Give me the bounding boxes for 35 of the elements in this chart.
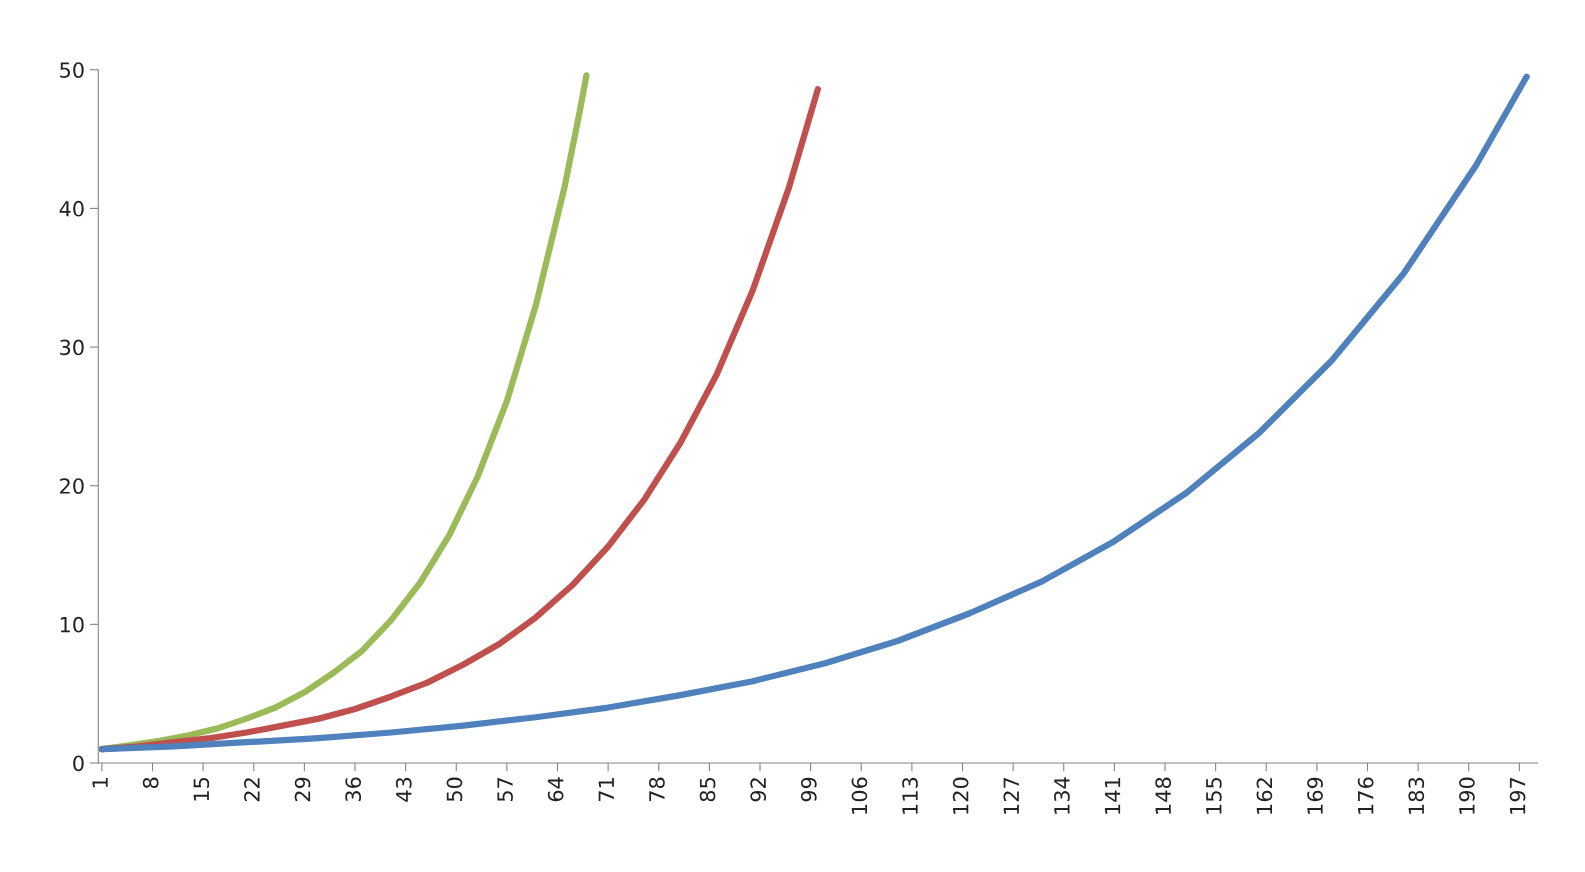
x-tick-label: 141 <box>1104 778 1121 814</box>
x-tick-label: 57 <box>497 777 513 802</box>
x-tick-label: 50 <box>446 777 463 802</box>
x-tick-label: 1 <box>92 778 108 788</box>
x-tick-label: 8 <box>142 777 159 789</box>
x-tick-label: 71 <box>598 778 614 801</box>
y-tick-label: 50 <box>60 62 84 78</box>
x-tick-label: 190 <box>1459 777 1475 814</box>
y-tick-label: 40 <box>59 200 84 217</box>
x-tick-label: 162 <box>1256 778 1273 814</box>
x-tick-label: 169 <box>1307 777 1323 814</box>
x-tick-label: 197 <box>1509 777 1526 814</box>
x-tick-label: 29 <box>294 777 311 802</box>
x-tick-label: 176 <box>1357 777 1374 814</box>
x-tick-label: 36 <box>345 777 362 802</box>
x-tick-label: 15 <box>193 778 210 801</box>
x-tick-label: 22 <box>244 778 260 802</box>
y-tick-label: 30 <box>60 339 84 356</box>
x-tick-label: 134 <box>1054 777 1070 814</box>
x-tick-label: 127 <box>1003 777 1019 814</box>
y-tick-label: 20 <box>60 478 84 494</box>
y-tick-label: 10 <box>60 616 84 633</box>
x-tick-label: 78 <box>649 777 665 801</box>
x-tick-label: 155 <box>1206 778 1222 814</box>
x-tick-label: 113 <box>902 777 918 814</box>
x-tick-label: 43 <box>395 777 412 802</box>
x-tick-label: 148 <box>1155 777 1172 814</box>
x-tick-label: 92 <box>750 778 767 802</box>
x-tick-label: 106 <box>851 777 868 814</box>
x-tick-label: 183 <box>1408 777 1425 814</box>
x-tick-label: 99 <box>800 777 817 802</box>
x-tick-label: 64 <box>547 777 564 802</box>
x-tick-label: 120 <box>952 777 969 814</box>
y-tick-label: 0 <box>73 755 84 772</box>
x-tick-label: 85 <box>699 778 716 802</box>
